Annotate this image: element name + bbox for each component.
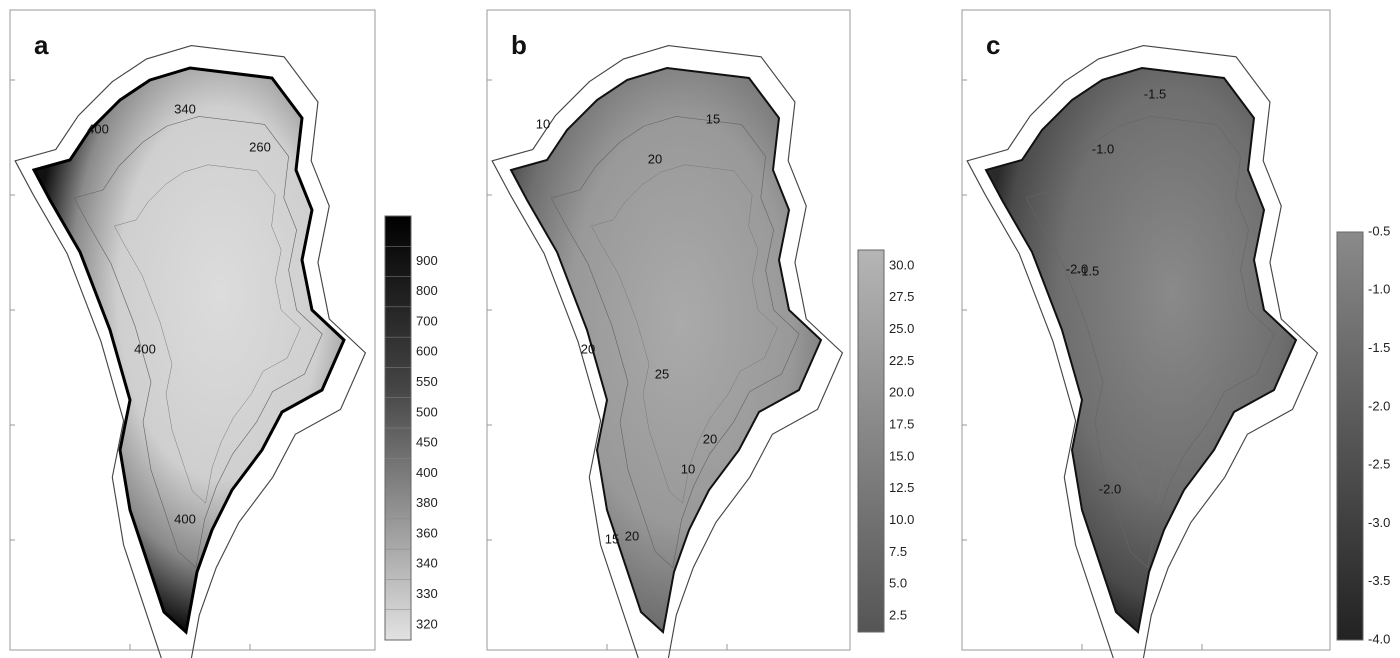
colorbar-label: 17.5 <box>889 417 914 432</box>
colorbar-label: -2.0 <box>1368 398 1390 413</box>
colorbar-label: 5.0 <box>889 576 907 591</box>
contour-label: 400 <box>87 121 109 136</box>
contour-label: -1.5 <box>1077 263 1099 278</box>
ice-sheet <box>985 67 1297 633</box>
contour-label: -1.0 <box>1092 141 1114 156</box>
colorbar-label: 550 <box>416 374 438 389</box>
panel-frame <box>961 9 1331 651</box>
colorbar-label: -4.0 <box>1368 631 1390 646</box>
contour-label: 400 <box>174 511 196 526</box>
panel-label: b <box>511 30 527 60</box>
colorbar-label: 900 <box>416 253 438 268</box>
colorbar-label: 15.0 <box>889 448 914 463</box>
contour-label: 260 <box>249 139 271 154</box>
colorbar-label: -1.0 <box>1368 282 1390 297</box>
contour-label: 25 <box>655 366 669 381</box>
colorbar-label: 25.0 <box>889 321 914 336</box>
ice-sheet <box>510 67 822 633</box>
contour-label: 10 <box>681 461 695 476</box>
contour-label: 340 <box>174 101 196 116</box>
colorbar-label: -1.5 <box>1368 340 1390 355</box>
colorbar-label: 12.5 <box>889 480 914 495</box>
contour-label: 15 <box>605 531 619 546</box>
colorbar-label: -3.5 <box>1368 573 1390 588</box>
colorbar <box>1336 231 1364 641</box>
colorbar-label: -0.5 <box>1368 223 1390 238</box>
contour-label: 15 <box>706 111 720 126</box>
colorbar-label: -2.5 <box>1368 457 1390 472</box>
colorbar-label: 340 <box>416 556 438 571</box>
map-panel: b 10 15 20 20 25 20 10 15 20 <box>486 9 851 658</box>
colorbar-label: 700 <box>416 313 438 328</box>
colorbar-label: 360 <box>416 525 438 540</box>
contour-label: -2.0 <box>1099 481 1121 496</box>
contour-label: 20 <box>648 151 662 166</box>
contour-label: 20 <box>625 528 639 543</box>
colorbar <box>857 249 885 633</box>
colorbar-label: 2.5 <box>889 608 907 623</box>
panel-label: c <box>986 30 1000 60</box>
ice-sheet <box>32 66 346 634</box>
colorbar-label: 320 <box>416 616 438 631</box>
colorbar-label: 330 <box>416 586 438 601</box>
colorbar-label: 22.5 <box>889 353 914 368</box>
panel-label: a <box>34 30 49 60</box>
colorbar-label: 600 <box>416 344 438 359</box>
contour-label: 20 <box>581 341 595 356</box>
colorbar-label: -3.0 <box>1368 515 1390 530</box>
colorbar-label: 500 <box>416 404 438 419</box>
contour-label: -2.0 <box>1066 261 1088 276</box>
colorbar-label: 30.0 <box>889 257 914 272</box>
colorbar-label: 10.0 <box>889 512 914 527</box>
colorbar-label: 450 <box>416 435 438 450</box>
map-panel: c-1.5-1.0-2.0-1.5-2.0 <box>961 9 1331 658</box>
map-panel: a 340 400 260 400 400 <box>9 9 376 658</box>
contour-label: 400 <box>134 341 156 356</box>
colorbar-label: 380 <box>416 495 438 510</box>
colorbar-label: 400 <box>416 465 438 480</box>
colorbar-label: 27.5 <box>889 289 914 304</box>
panel-frame <box>486 9 851 651</box>
colorbar-label: 7.5 <box>889 544 907 559</box>
contour-label: 20 <box>703 431 717 446</box>
contour-label: 10 <box>536 116 550 131</box>
colorbar-label: 20.0 <box>889 385 914 400</box>
colorbar-label: 800 <box>416 283 438 298</box>
contour-label: -1.5 <box>1144 86 1166 101</box>
